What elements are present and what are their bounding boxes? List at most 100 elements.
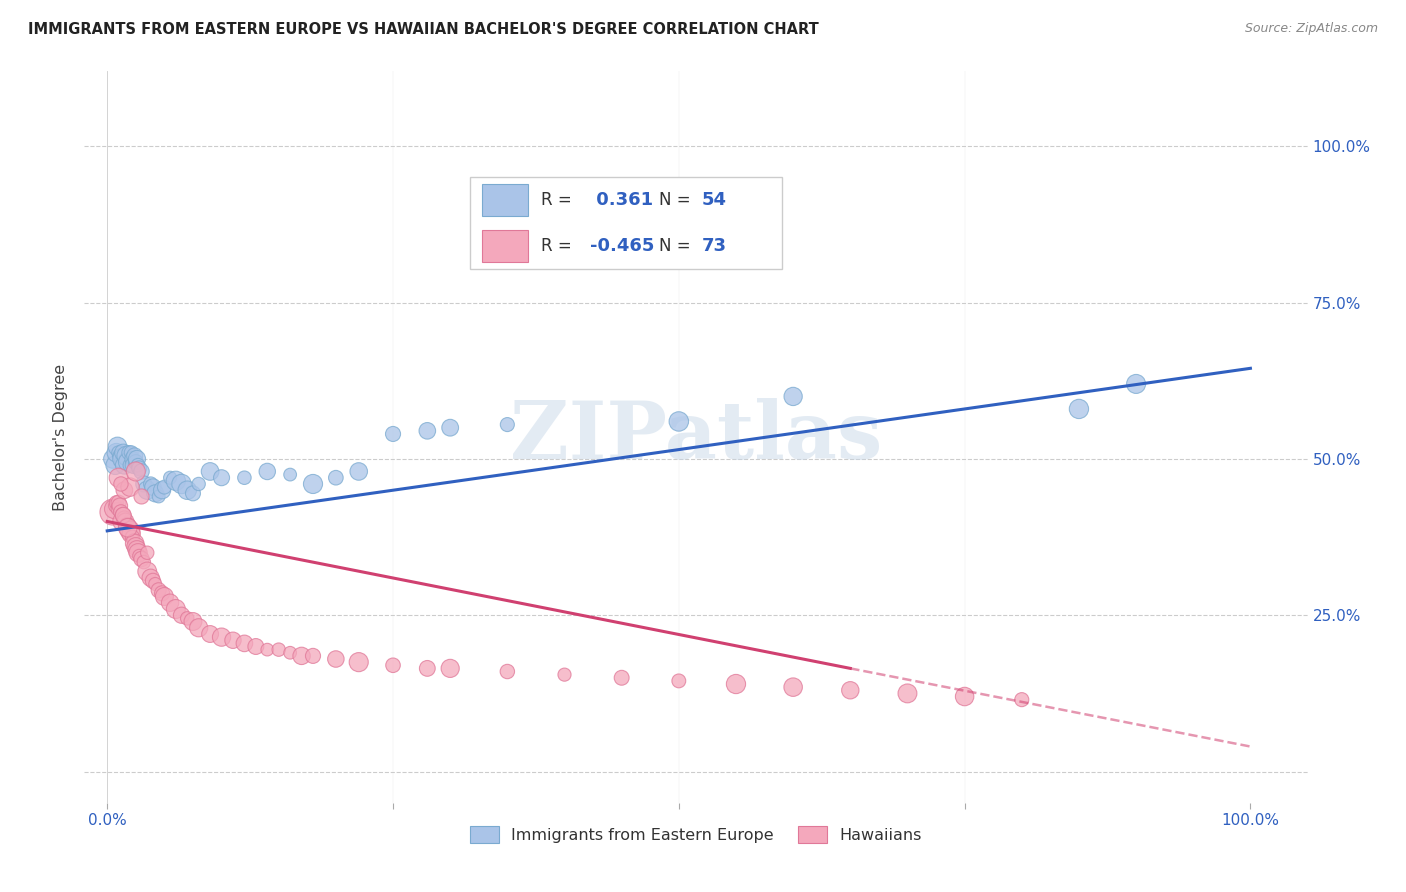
Point bbox=[187, 621, 209, 635]
Point bbox=[176, 611, 198, 625]
Point bbox=[668, 673, 690, 688]
Point bbox=[187, 477, 209, 491]
Point bbox=[139, 477, 162, 491]
Point bbox=[198, 627, 221, 641]
Point bbox=[325, 471, 347, 485]
Point bbox=[120, 458, 142, 473]
Point bbox=[211, 630, 233, 644]
Point bbox=[121, 530, 143, 544]
FancyBboxPatch shape bbox=[482, 230, 529, 262]
Point bbox=[153, 480, 176, 494]
Point bbox=[211, 471, 233, 485]
Point bbox=[107, 446, 129, 460]
Point bbox=[136, 565, 159, 579]
Point bbox=[382, 658, 405, 673]
Point bbox=[117, 455, 139, 469]
Point bbox=[159, 596, 181, 610]
Point bbox=[439, 420, 461, 434]
Point bbox=[256, 465, 278, 479]
Point bbox=[278, 646, 301, 660]
Point bbox=[668, 414, 690, 428]
Point bbox=[233, 471, 256, 485]
Point bbox=[782, 680, 804, 694]
Point bbox=[114, 452, 136, 467]
Point bbox=[416, 661, 439, 675]
Point bbox=[496, 417, 519, 432]
Point bbox=[148, 583, 170, 598]
Point bbox=[120, 480, 142, 494]
Point bbox=[136, 546, 159, 560]
Point bbox=[115, 517, 138, 532]
Point bbox=[382, 426, 405, 441]
Point bbox=[896, 686, 918, 700]
Point bbox=[198, 465, 221, 479]
Point bbox=[132, 555, 155, 569]
Point bbox=[165, 602, 187, 616]
Point bbox=[290, 648, 312, 663]
Point bbox=[125, 540, 148, 554]
Point bbox=[150, 586, 173, 600]
Point bbox=[115, 449, 138, 463]
Point bbox=[170, 477, 193, 491]
Point bbox=[114, 515, 136, 529]
Text: N =: N = bbox=[659, 191, 696, 210]
Point bbox=[103, 502, 125, 516]
Point bbox=[127, 546, 149, 560]
Point bbox=[148, 490, 170, 504]
Point bbox=[170, 608, 193, 623]
Point bbox=[112, 508, 135, 523]
Point bbox=[111, 452, 134, 467]
Point bbox=[302, 648, 325, 663]
Point bbox=[131, 465, 153, 479]
Point bbox=[122, 458, 145, 473]
Point bbox=[112, 458, 135, 473]
Point bbox=[120, 446, 142, 460]
Point bbox=[108, 449, 131, 463]
Point bbox=[839, 683, 862, 698]
Point bbox=[953, 690, 976, 704]
Point bbox=[120, 524, 142, 538]
Point bbox=[118, 446, 141, 460]
Point bbox=[347, 655, 370, 669]
Point bbox=[1011, 692, 1033, 706]
Point bbox=[150, 483, 173, 498]
Point bbox=[245, 640, 267, 654]
Y-axis label: Bachelor's Degree: Bachelor's Degree bbox=[53, 364, 69, 510]
Point bbox=[131, 552, 153, 566]
Point bbox=[439, 661, 461, 675]
Text: -0.465: -0.465 bbox=[589, 237, 654, 255]
Text: Source: ZipAtlas.com: Source: ZipAtlas.com bbox=[1244, 22, 1378, 36]
Point bbox=[302, 477, 325, 491]
Text: R =: R = bbox=[541, 191, 576, 210]
Point bbox=[256, 642, 278, 657]
Point bbox=[107, 440, 129, 454]
Text: IMMIGRANTS FROM EASTERN EUROPE VS HAWAIIAN BACHELOR'S DEGREE CORRELATION CHART: IMMIGRANTS FROM EASTERN EUROPE VS HAWAII… bbox=[28, 22, 818, 37]
Point bbox=[553, 667, 575, 681]
Point bbox=[124, 449, 146, 463]
Point bbox=[101, 452, 124, 467]
Point bbox=[110, 505, 132, 519]
Point bbox=[107, 502, 129, 516]
Text: 0.361: 0.361 bbox=[589, 191, 652, 210]
Point bbox=[124, 536, 146, 550]
Text: ZIPatlas: ZIPatlas bbox=[510, 398, 882, 476]
Point bbox=[127, 458, 149, 473]
Point bbox=[120, 527, 142, 541]
Point bbox=[1067, 401, 1090, 416]
Point bbox=[112, 483, 135, 498]
Point bbox=[125, 455, 148, 469]
Point bbox=[347, 465, 370, 479]
Point bbox=[108, 499, 131, 513]
Legend: Immigrants from Eastern Europe, Hawaiians: Immigrants from Eastern Europe, Hawaiian… bbox=[464, 820, 928, 850]
Point bbox=[112, 508, 135, 523]
Point bbox=[107, 471, 129, 485]
Point bbox=[610, 671, 633, 685]
Point bbox=[104, 458, 127, 473]
Text: R =: R = bbox=[541, 237, 576, 255]
Point bbox=[181, 486, 204, 500]
Point bbox=[105, 446, 128, 460]
Point bbox=[267, 642, 290, 657]
Point bbox=[125, 465, 148, 479]
Point bbox=[125, 542, 148, 557]
Point bbox=[136, 483, 159, 498]
